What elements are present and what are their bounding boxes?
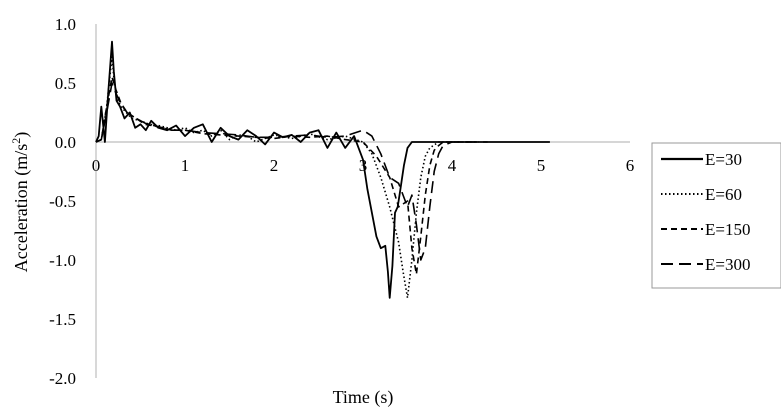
- series-line-e-300: [95, 82, 488, 261]
- x-tick-label: 2: [270, 156, 279, 175]
- y-tick-label: -0.5: [49, 192, 76, 211]
- y-axis-title-superscript: 2: [9, 138, 23, 144]
- legend: E=30 E=60 E=150 E=300: [651, 142, 781, 289]
- series-lines: [95, 40, 550, 299]
- y-tick-label: -2.0: [49, 369, 76, 388]
- series-line-e-150: [95, 76, 470, 276]
- y-tick-label: 1.0: [55, 15, 76, 34]
- legend-box: [651, 142, 781, 289]
- legend-label: E=60: [705, 185, 742, 204]
- series-line-e-30: [95, 40, 550, 299]
- y-axis-title-main: Acceleration (m/s: [11, 144, 32, 272]
- x-axis-title: Time (s): [333, 387, 394, 408]
- axes: [95, 24, 630, 378]
- x-tick-label: 5: [537, 156, 546, 175]
- y-tick-label: -1.5: [49, 310, 76, 329]
- x-tick-label: 6: [626, 156, 635, 175]
- y-tick-labels: 1.0 0.5 0.0 -0.5 -1.0 -1.5 -2.0: [49, 15, 76, 388]
- y-tick-label: 0.5: [55, 74, 76, 93]
- x-tick-label: 4: [448, 156, 457, 175]
- series-line-e-60: [95, 56, 479, 299]
- y-axis-title: Acceleration (m/s2): [9, 132, 32, 272]
- x-tick-label: 0: [92, 156, 101, 175]
- legend-label: E=300: [705, 255, 750, 274]
- y-axis-title-end: ): [11, 132, 32, 138]
- y-tick-label: 0.0: [55, 133, 76, 152]
- x-tick-label: 1: [181, 156, 190, 175]
- legend-label: E=150: [705, 220, 750, 239]
- y-tick-label: -1.0: [49, 251, 76, 270]
- legend-label: E=30: [705, 150, 742, 169]
- legend-items: E=30 E=60 E=150 E=300: [661, 150, 750, 274]
